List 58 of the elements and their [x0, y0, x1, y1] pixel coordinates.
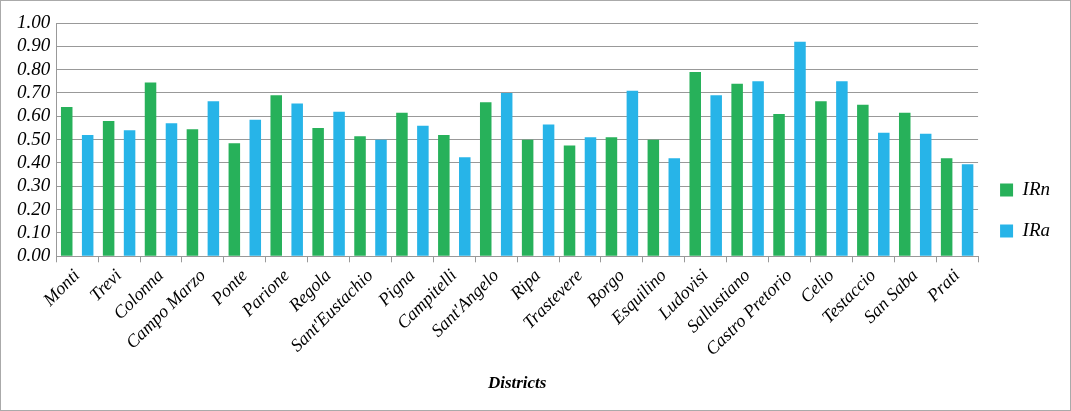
y-tick-label: 0.20: [17, 197, 51, 219]
bar: [354, 136, 366, 256]
bar: [291, 103, 303, 256]
bar: [186, 129, 199, 256]
bar: [836, 81, 848, 256]
bar: [60, 106, 73, 256]
bar: [773, 113, 785, 256]
y-tick-label: 0.30: [17, 174, 51, 196]
bar: [919, 133, 932, 256]
bar: [375, 139, 387, 256]
bar: [710, 95, 722, 256]
bar: [626, 90, 639, 256]
y-tick-label: 1.00: [17, 11, 51, 32]
bar: [940, 158, 953, 256]
legend-label: IRn: [1021, 178, 1050, 199]
bar: [396, 112, 408, 256]
bar: [605, 137, 618, 256]
bar: [500, 92, 513, 256]
bar: [81, 134, 94, 256]
bar: [563, 145, 576, 256]
bar: [668, 158, 681, 256]
y-tick-label: 0.90: [17, 34, 51, 56]
y-tick-label: 0.40: [17, 150, 51, 172]
bar: [144, 82, 157, 256]
bar: [249, 119, 262, 256]
x-axis-title: Districts: [486, 373, 547, 393]
y-tick-label: 0.50: [17, 127, 51, 149]
bar: [689, 71, 701, 256]
bar: [647, 139, 660, 256]
bar: [165, 123, 178, 256]
bar: [459, 157, 471, 256]
bar: [857, 104, 869, 256]
y-tick-label: 0.80: [17, 57, 51, 79]
bar: [123, 130, 136, 256]
bar: [417, 125, 429, 256]
y-tick-label: 0.00: [17, 244, 51, 266]
bar: [794, 41, 806, 256]
bar: [479, 102, 492, 256]
bar: [102, 120, 115, 256]
bar: [333, 111, 345, 256]
bar: [438, 134, 450, 256]
y-tick-label: 0.60: [17, 104, 51, 126]
bar: [584, 137, 597, 256]
bar: [312, 127, 324, 256]
y-tick-label: 0.10: [17, 220, 51, 242]
bar: [207, 101, 220, 256]
bar: [228, 143, 241, 256]
bar: [731, 83, 743, 256]
bar: [898, 112, 911, 256]
bar: [270, 95, 282, 256]
bar: [878, 132, 890, 256]
y-tick-label: 0.70: [17, 80, 51, 102]
legend-label: IRa: [1021, 219, 1050, 240]
bar: [815, 101, 827, 256]
bar: [521, 139, 534, 256]
bar: [961, 164, 974, 256]
bar: [542, 124, 555, 256]
bar: [752, 81, 764, 256]
